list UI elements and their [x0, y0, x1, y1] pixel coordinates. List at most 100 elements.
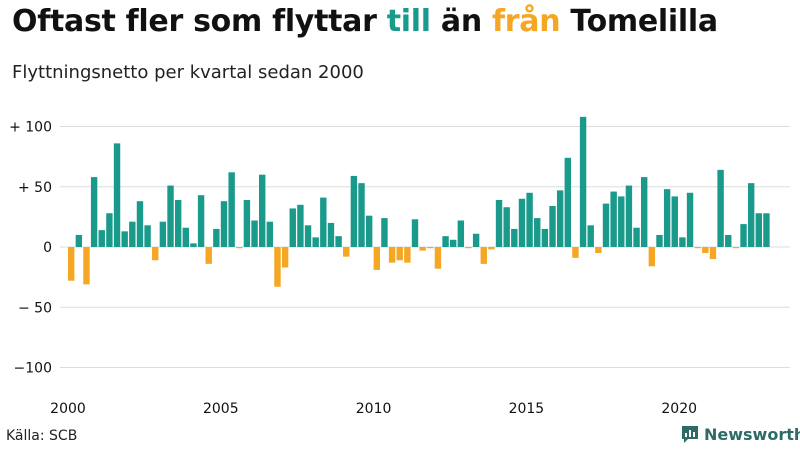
- bar: [595, 247, 602, 254]
- bar: [236, 247, 243, 249]
- x-tick-label: 2020: [661, 401, 697, 417]
- x-tick-label: 2005: [203, 401, 239, 417]
- source-label: Källa: SCB: [6, 428, 78, 444]
- bar: [572, 247, 579, 258]
- bar: [641, 177, 648, 247]
- bar: [755, 213, 762, 247]
- bar: [274, 247, 281, 287]
- chart-title: Oftast fler som flyttar till än från Tom…: [12, 4, 718, 39]
- bar: [518, 198, 526, 247]
- bar: [610, 191, 617, 247]
- bar: [587, 225, 594, 247]
- y-tick-label: 0: [43, 240, 52, 256]
- bar: [488, 247, 495, 250]
- bar: [281, 247, 289, 268]
- title-till: till: [386, 4, 431, 39]
- bar: [709, 247, 717, 260]
- title-fran: från: [492, 4, 561, 39]
- bar: [90, 177, 98, 247]
- chart-subtitle: Flyttningsnetto per kvartal sedan 2000: [12, 62, 364, 83]
- bar: [259, 174, 266, 247]
- bar: [266, 221, 274, 247]
- bar: [182, 227, 189, 247]
- bar: [152, 247, 159, 261]
- bar: [98, 230, 105, 247]
- bar: [541, 228, 549, 247]
- bar: [213, 228, 220, 247]
- x-tick-label: 2010: [356, 401, 392, 417]
- bar: [747, 183, 755, 247]
- bar: [740, 224, 747, 247]
- title-part3: än: [430, 4, 493, 39]
- bar: [511, 228, 518, 247]
- bar: [419, 247, 426, 251]
- brand-logo: Newsworthy: [680, 424, 800, 444]
- bar: [495, 200, 503, 247]
- y-tick-label: −100: [14, 361, 52, 377]
- y-tick-label: + 100: [9, 120, 52, 136]
- bar: [220, 201, 228, 247]
- bar: [671, 196, 678, 247]
- bar: [167, 185, 174, 247]
- bar: [442, 236, 449, 247]
- bar: [648, 247, 656, 267]
- bar: [381, 218, 388, 247]
- bar: [411, 219, 419, 247]
- bar: [618, 196, 625, 247]
- bar: [663, 189, 671, 247]
- bar: [197, 195, 205, 247]
- bar: [717, 169, 724, 247]
- bar: [106, 213, 113, 247]
- bar: [343, 247, 350, 257]
- bar: [297, 204, 304, 247]
- bar: [694, 247, 701, 249]
- bar: [633, 227, 640, 247]
- bar: [427, 247, 434, 249]
- x-tick-label: 2000: [50, 401, 86, 417]
- bar: [320, 197, 327, 247]
- bar: [365, 215, 373, 247]
- bar: [602, 203, 610, 247]
- bar: [564, 157, 571, 247]
- bar: [763, 213, 770, 247]
- bar: [732, 247, 740, 249]
- bar: [174, 200, 182, 247]
- bar: [480, 247, 487, 264]
- bar: [625, 185, 633, 247]
- bar: [457, 220, 465, 247]
- bar: [335, 236, 342, 247]
- bar: [228, 172, 235, 247]
- bar: [702, 247, 709, 254]
- bar: [83, 247, 90, 285]
- bar: [159, 221, 167, 247]
- bar: [144, 225, 151, 247]
- brand-name: Newsworthy: [704, 424, 800, 444]
- bar: [679, 237, 686, 247]
- bar: [327, 222, 335, 247]
- bar: [75, 234, 83, 247]
- bar: [549, 206, 556, 247]
- bar: [304, 225, 312, 247]
- bar: [656, 234, 663, 247]
- bar: [289, 208, 296, 247]
- bar: [373, 247, 380, 270]
- title-part1: Oftast fler som flyttar: [12, 4, 387, 39]
- bar: [472, 233, 480, 247]
- bar: [526, 192, 533, 247]
- bar: [243, 200, 251, 247]
- bar: [121, 231, 128, 247]
- bar: [113, 143, 121, 247]
- bar: [205, 247, 212, 264]
- bar: [396, 247, 403, 261]
- bar: [465, 247, 472, 249]
- y-tick-label: + 50: [18, 180, 52, 196]
- bar: [556, 190, 564, 247]
- bar: [450, 239, 457, 247]
- bar: [251, 220, 258, 247]
- bar: [68, 247, 75, 281]
- bar: [388, 247, 396, 263]
- bar: [358, 183, 365, 247]
- bar: [404, 247, 411, 263]
- bar: [190, 243, 197, 247]
